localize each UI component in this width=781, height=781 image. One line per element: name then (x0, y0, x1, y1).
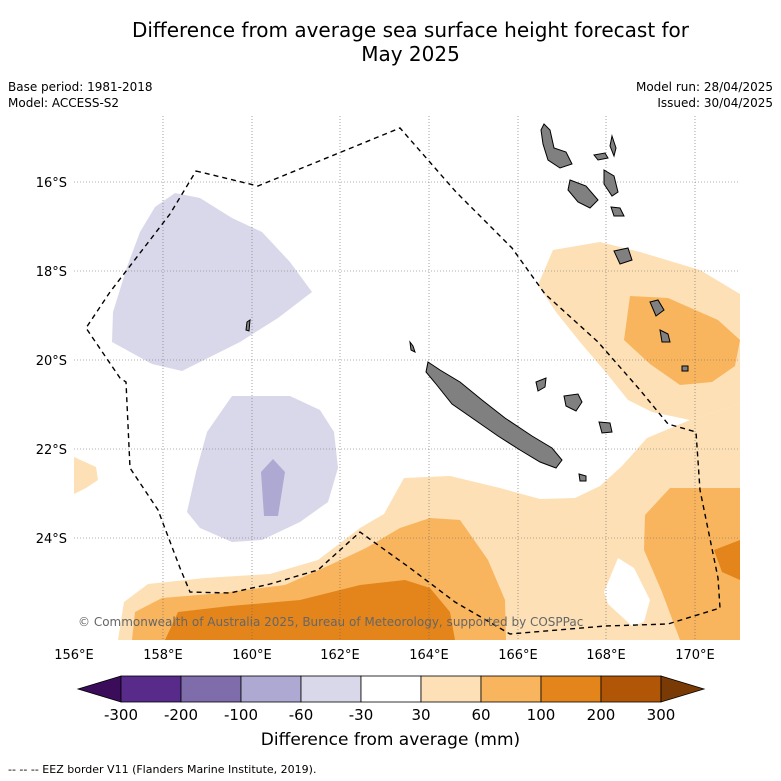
colorbar-extend-high (660, 675, 706, 703)
new-caledonia (425, 361, 563, 469)
colorbar-cell-3 (300, 675, 362, 703)
contour-neg-60-100 (261, 459, 285, 516)
lon-label-168e: 168°E (586, 648, 626, 663)
map-area: © Commonwealth of Australia 2025, Bureau… (74, 116, 740, 640)
lon-label-166e: 166°E (498, 648, 538, 663)
colorbar-cell-8 (600, 675, 662, 703)
cb-tick-4: -30 (349, 706, 374, 724)
base-period: Base period: 1981-2018 (8, 80, 153, 94)
meta-right: Model run: 28/04/2025 Issued: 30/04/2025 (636, 79, 773, 111)
lon-label-156e: 156°E (54, 648, 94, 663)
colorbar-cell-6 (480, 675, 542, 703)
espiritu-santo (540, 123, 573, 169)
malekula (567, 179, 599, 209)
lon-label-158e: 158°E (143, 648, 183, 663)
cb-tick-6: 60 (471, 706, 490, 724)
colorbar-ticks: -300 -200 -100 -60 -30 30 60 100 200 300 (104, 706, 675, 724)
cb-tick-2: -100 (224, 706, 258, 724)
lat-label-22s: 22°S (36, 443, 67, 458)
colorbar-cell-4 (360, 675, 422, 703)
colorbar-label: Difference from average (mm) (260, 730, 521, 750)
colorbar-cell-7 (540, 675, 602, 703)
ouvea (535, 377, 547, 392)
lat-label-20s: 20°S (36, 354, 67, 369)
colorbar-cells (120, 675, 662, 703)
lon-label-160e: 160°E (232, 648, 272, 663)
belep (409, 340, 416, 353)
contour-pos-100-200-east (714, 540, 740, 580)
isle-of-pines (578, 473, 587, 482)
ambae (593, 152, 609, 161)
erromango (613, 247, 633, 265)
colorbar: -300 -200 -100 -60 -30 30 60 100 200 300 (76, 675, 706, 724)
lon-label-170e: 170°E (675, 648, 715, 663)
lat-label-24s: 24°S (36, 532, 67, 547)
lat-label-18s: 18°S (36, 265, 67, 280)
issued-date: Issued: 30/04/2025 (657, 96, 773, 110)
pentecost (603, 169, 619, 197)
cb-tick-3: -60 (289, 706, 314, 724)
title-line-2: May 2025 (361, 42, 460, 66)
model-name: Model: ACCESS-S2 (8, 96, 120, 110)
contour-neg-30-60-north (112, 193, 312, 371)
colorbar-cell-5 (420, 675, 482, 703)
model-run: Model run: 28/04/2025 (635, 80, 773, 94)
contour-neg-30-60-south (187, 396, 338, 542)
small-island-e3 (681, 365, 689, 372)
lifou (563, 393, 583, 412)
copyright-text: © Commonwealth of Australia 2025, Bureau… (78, 615, 583, 629)
lon-labels: 156°E 158°E 160°E 162°E 164°E 166°E 168°… (54, 648, 715, 663)
cb-tick-7: 100 (527, 706, 556, 724)
cb-tick-5: 30 (411, 706, 430, 724)
cb-tick-9: 300 (647, 706, 676, 724)
colorbar-cell-0 (120, 675, 182, 703)
lat-label-16s: 16°S (36, 176, 67, 191)
land-masses (245, 123, 689, 482)
maewo (609, 134, 617, 158)
cb-tick-8: 200 (587, 706, 616, 724)
cb-tick-1: -200 (164, 706, 198, 724)
contour-pos-100-200-south (165, 580, 455, 640)
eez-footnote: -- -- -- EEZ border V11 (Flanders Marine… (8, 763, 317, 776)
lat-labels: 16°S 18°S 20°S 22°S 24°S (36, 176, 67, 547)
efate (610, 206, 625, 217)
meta-left: Base period: 1981-2018 Model: ACCESS-S2 (8, 79, 153, 111)
small-island-e1 (649, 299, 665, 317)
title-line-1: Difference from average sea surface heig… (131, 18, 690, 42)
colorbar-cell-1 (180, 675, 242, 703)
graticule (74, 116, 740, 640)
chesterfield (245, 319, 251, 332)
colorbar-cell-2 (240, 675, 302, 703)
contour-pos-60-100-southeast (644, 488, 740, 640)
lon-label-162e: 162°E (320, 648, 360, 663)
mare (598, 421, 613, 434)
contour-pos-west-edge (74, 457, 98, 494)
contour-white-hole (604, 558, 650, 626)
colorbar-extend-low (76, 675, 122, 703)
small-island-e2 (659, 329, 671, 343)
lon-label-164e: 164°E (409, 648, 449, 663)
cb-tick-0: -300 (104, 706, 138, 724)
contour-pos-60-100-east (624, 296, 740, 385)
map-title: Difference from average sea surface heig… (0, 18, 781, 66)
